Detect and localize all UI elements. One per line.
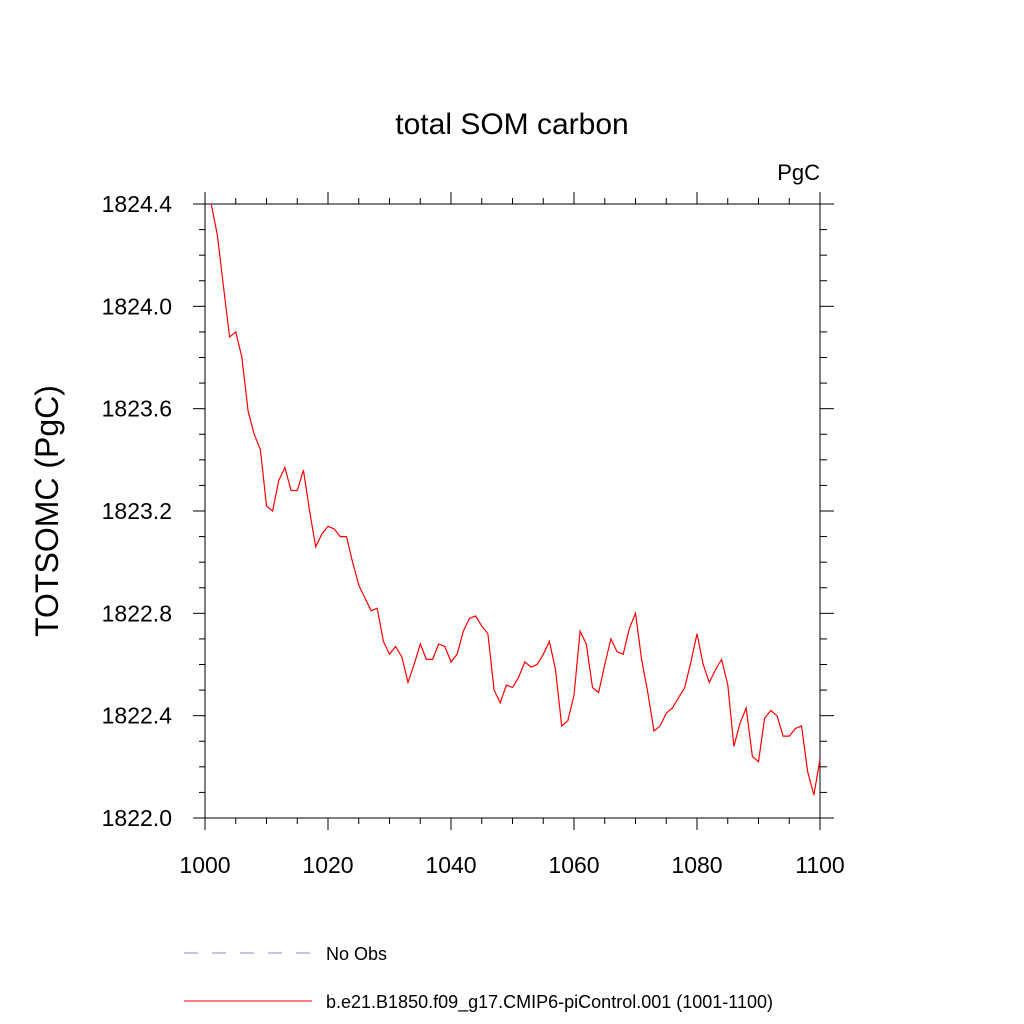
- x-tick-label: 1060: [548, 852, 599, 878]
- chart-title: total SOM carbon: [395, 108, 628, 141]
- series-line-1: [210, 203, 821, 796]
- y-tick-label: 1824.0: [102, 293, 172, 319]
- y-tick-label: 1822.0: [102, 805, 172, 831]
- legend: No Obs b.e21.B1850.f09_g17.CMIP6-piContro…: [184, 944, 773, 1013]
- units-label: PgC: [777, 160, 820, 185]
- y-tick-label: 1822.4: [102, 703, 173, 729]
- x-tick-label: 1080: [671, 852, 722, 878]
- y-tick-label: 1822.8: [102, 600, 172, 626]
- series-layer: [210, 203, 821, 796]
- x-tick-label: 1040: [425, 852, 476, 878]
- x-tick-label: 1020: [302, 852, 353, 878]
- axis-ticks: 1000 1020 1040 1060 1080 1100 1822.0 1822.4 1822…: [102, 191, 845, 878]
- y-tick-label: 1824.4: [102, 191, 173, 217]
- x-tick-label: 1100: [795, 852, 844, 878]
- y-tick-label: 1823.2: [102, 498, 172, 524]
- x-tick-label: 1000: [179, 852, 230, 878]
- legend-label-1: b.e21.B1850.f09_g17.CMIP6-piControl.001 …: [326, 992, 773, 1013]
- y-tick-label: 1823.6: [102, 396, 172, 422]
- legend-label-0: No Obs: [326, 944, 387, 964]
- plot-frame: [204, 203, 821, 819]
- y-axis-label: TOTSOMC (PgC): [29, 385, 65, 637]
